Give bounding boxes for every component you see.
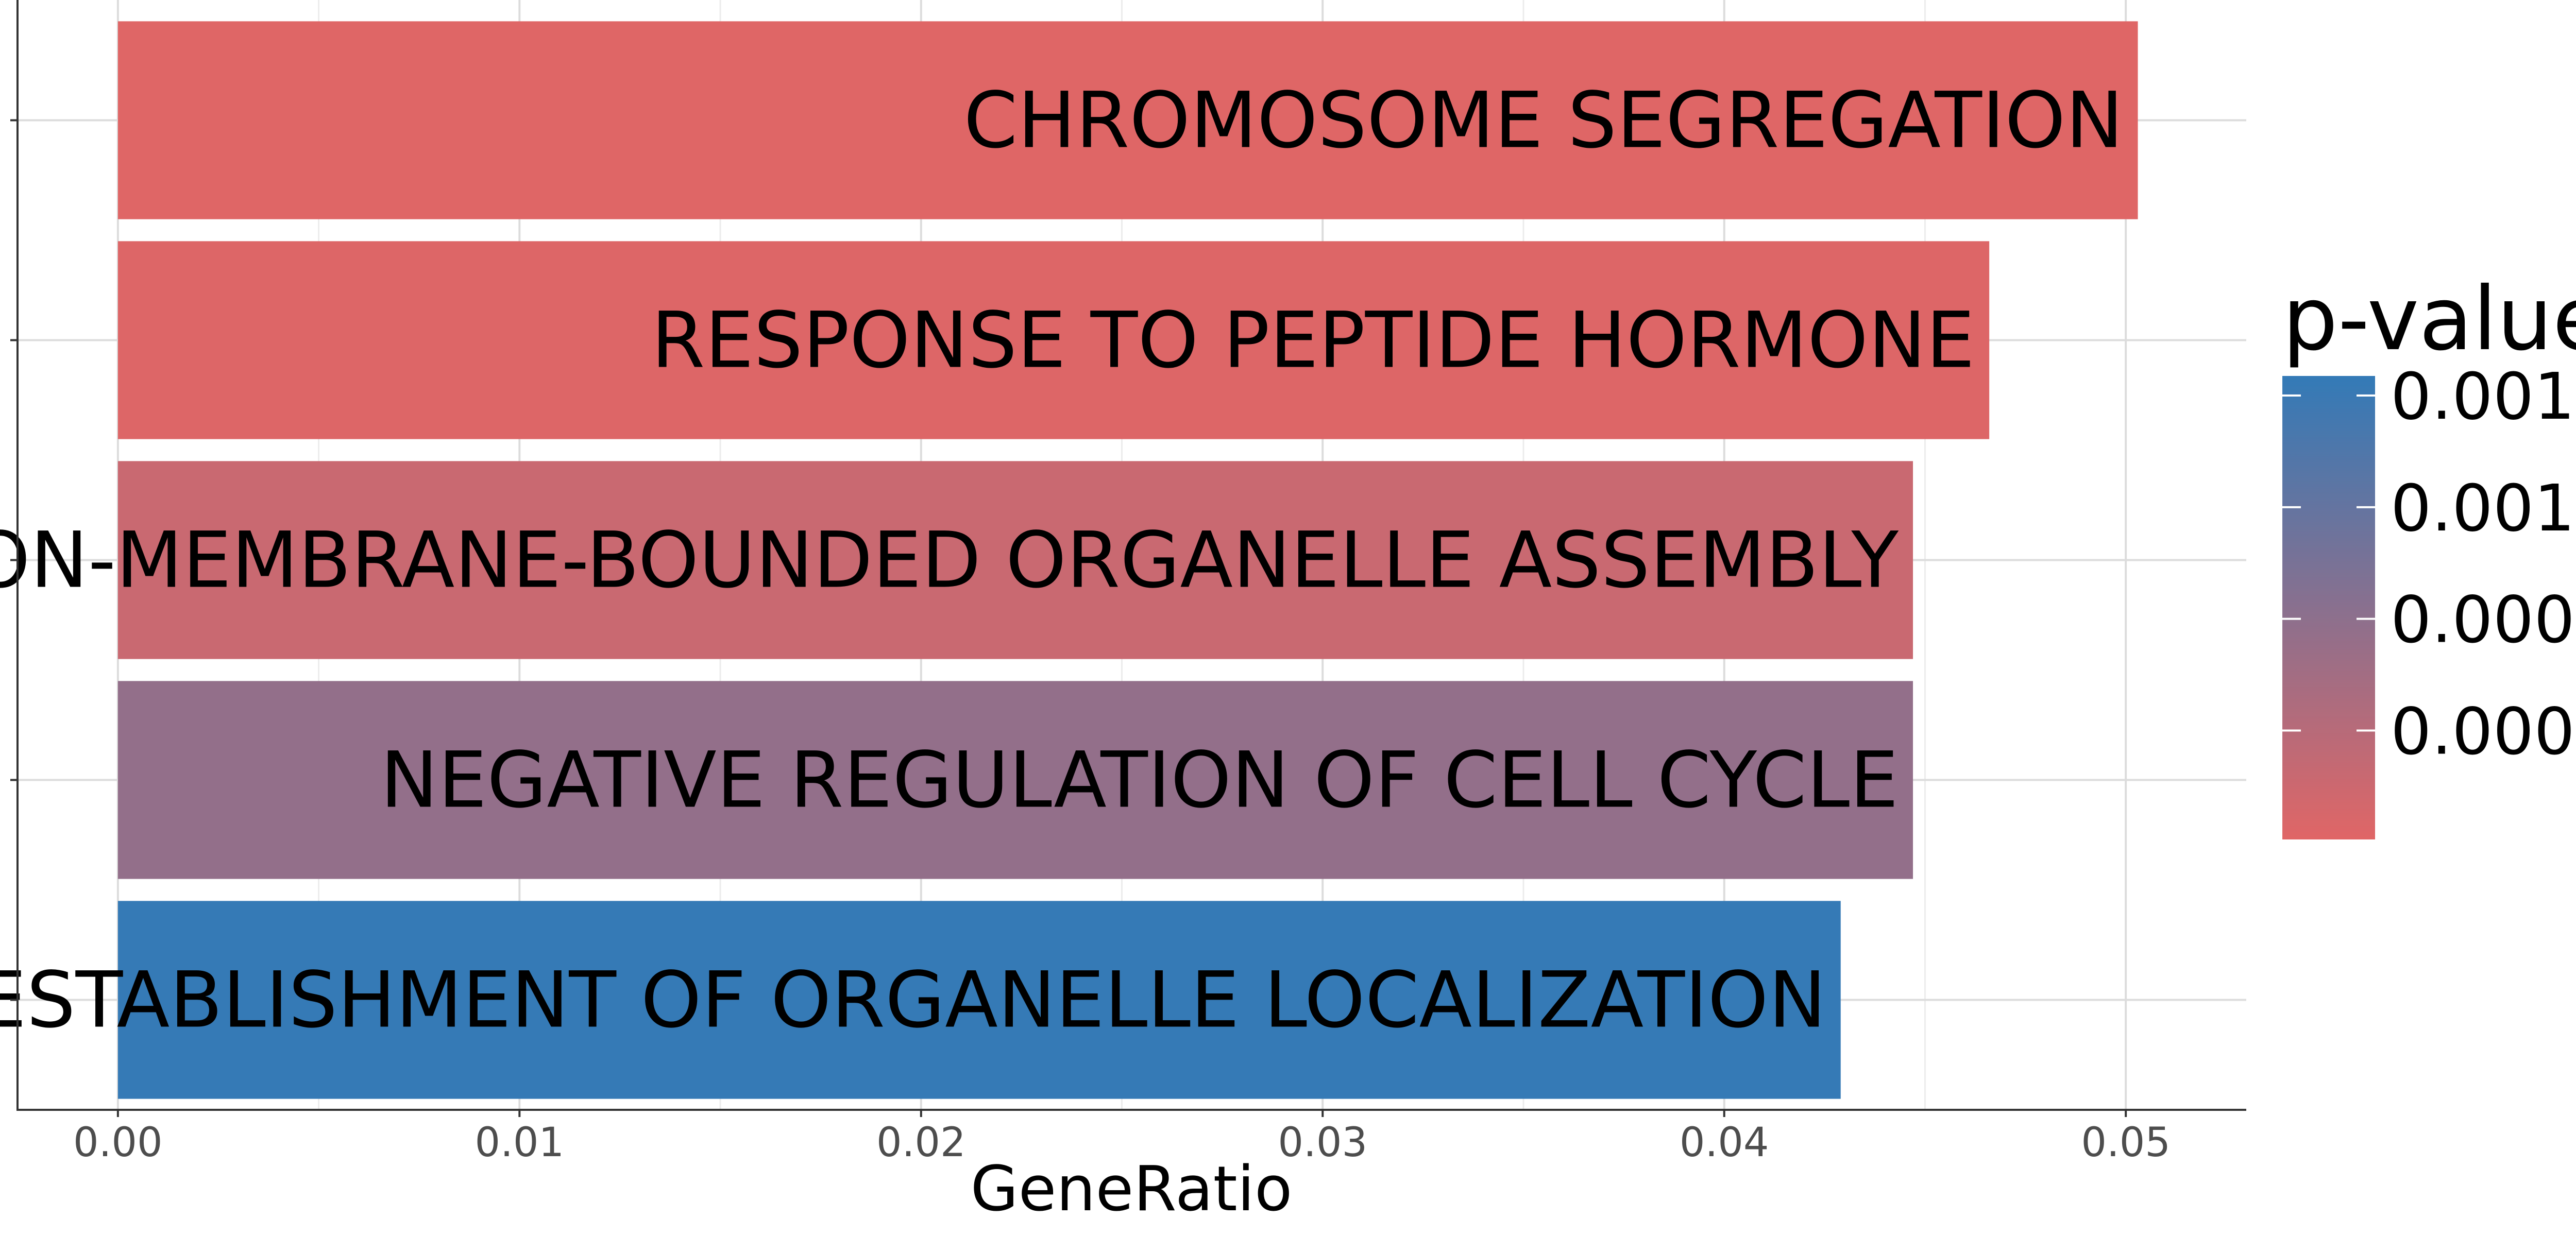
bar-label: NON-MEMBRANE-BOUNDED ORGANELLE ASSEMBLY: [0, 516, 1899, 606]
x-tick-label: 0.02: [876, 1120, 966, 1166]
bar: [117, 241, 1990, 439]
x-tick-label: 0.04: [1680, 1120, 1769, 1166]
x-tick-label: 0.05: [2081, 1120, 2171, 1166]
bar: [117, 461, 1913, 659]
legend-colorbar: [2282, 376, 2375, 839]
legend-tick-label: 0.0004: [2391, 695, 2576, 769]
bars: CHROMOSOME SEGREGATION RESPONSE TO PEPTID…: [0, 21, 2138, 1099]
x-axis-title: GeneRatio: [971, 1154, 1293, 1225]
bar: [117, 901, 1841, 1099]
x-tick-label: 0.01: [474, 1120, 564, 1166]
legend-tick-label: 0.0016: [2391, 359, 2576, 434]
x-tick-label: 0.00: [73, 1120, 163, 1166]
legend-tick-label: 0.0012: [2391, 471, 2576, 546]
legend-tick-label: 0.0008: [2391, 583, 2576, 658]
bar: [117, 21, 2138, 219]
legend-title: p-value: [2282, 268, 2576, 370]
bar: [117, 681, 1913, 879]
bar-label: NEGATIVE REGULATION OF CELL CYCLE: [380, 736, 1899, 826]
bar-label: CHROMOSOME SEGREGATION: [964, 76, 2124, 166]
bar-label: RESPONSE TO PEPTIDE HORMONE: [651, 296, 1975, 386]
axes: 0.00 0.01 0.02 0.03 0.04 0.05: [10, 0, 2246, 1166]
x-tick-label: 0.03: [1278, 1120, 1367, 1166]
bar-label: ESTABLISHMENT OF ORGANELLE LOCALIZATION: [0, 956, 1826, 1045]
legend: p-value 0.0004 0.0008 0.0012 0.0016: [2282, 268, 2576, 839]
legend-ticks: 0.0004 0.0008 0.0012 0.0016: [2282, 359, 2576, 769]
